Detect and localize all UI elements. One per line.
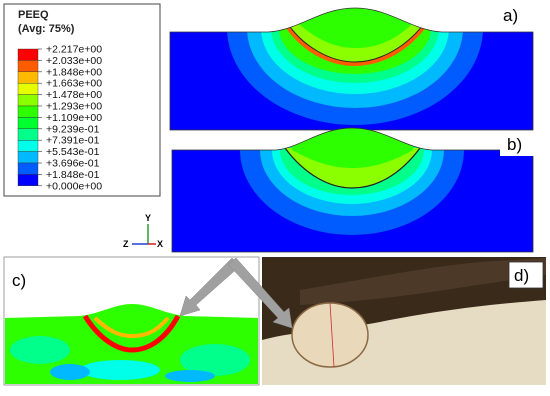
label-box-d (508, 261, 544, 289)
legend-swatch (17, 139, 39, 152)
label-box-b (500, 132, 536, 156)
micrograph-nugget (291, 302, 369, 368)
legend-swatch (17, 105, 39, 118)
panel-label-b: b) (507, 135, 522, 154)
legend-swatch (17, 60, 39, 73)
panel-label-d: d) (514, 266, 529, 285)
legend-swatch (17, 71, 39, 84)
legend-label: +2.033e+00 (46, 55, 102, 67)
legend-label: +9.239e-01 (46, 123, 100, 135)
legend-label: +1.848e-01 (46, 169, 100, 181)
triad-z: Z (123, 239, 129, 249)
legend-title: PEEQ (18, 9, 49, 21)
legend-swatch (17, 151, 39, 164)
legend-label: +7.391e-01 (46, 135, 100, 147)
legend-swatch (17, 128, 39, 141)
contour-a (170, 8, 533, 130)
legend-swatch (17, 82, 39, 95)
outline-b (171, 127, 534, 253)
legend-label: +5.543e-01 (46, 146, 100, 158)
legend-label: +2.217e+00 (46, 44, 102, 56)
axis-triad: Y Z X (123, 213, 163, 249)
legend-swatch (17, 117, 39, 130)
micrograph-shade (300, 258, 546, 305)
legend-swatch (17, 162, 39, 175)
legend-label: +1.478e+00 (46, 89, 102, 101)
panel-label-a: a) (503, 6, 518, 25)
legend-swatch (17, 174, 39, 186)
legend-label: +3.696e-01 (46, 158, 100, 170)
legend-label: +1.293e+00 (46, 101, 102, 113)
measure-line (329, 302, 335, 368)
legend-swatch (17, 48, 39, 61)
arrows (179, 257, 293, 329)
legend-label: +1.109e+00 (46, 112, 102, 124)
legend-scale: +2.217e+00+2.033e+00+1.848e+00+1.663e+00… (17, 44, 102, 192)
legend-label: +1.663e+00 (46, 78, 102, 90)
legend-swatch (17, 94, 39, 107)
outline-a (169, 7, 534, 131)
label-box-a (496, 3, 532, 27)
legend-subtitle: (Avg: 75%) (18, 23, 75, 35)
panel-label-c: c) (12, 271, 26, 290)
contour-c (5, 304, 258, 384)
triad-y: Y (145, 213, 151, 223)
legend-label: +0.000e+00 (46, 180, 102, 192)
legend-label: +1.848e+00 (46, 66, 102, 78)
triad-x: X (157, 239, 163, 249)
